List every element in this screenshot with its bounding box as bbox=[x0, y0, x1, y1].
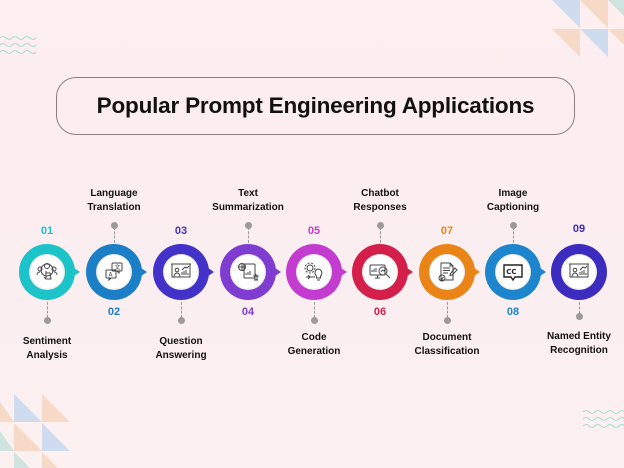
step-number: 02 bbox=[107, 306, 121, 318]
document-check-icon bbox=[429, 254, 465, 290]
connector-line bbox=[446, 302, 448, 318]
step-number: 01 bbox=[40, 225, 54, 237]
svg-text:A: A bbox=[109, 272, 114, 279]
triangle-pattern-top-right bbox=[552, 0, 624, 57]
connector-line bbox=[180, 302, 182, 318]
page-title: Popular Prompt Engineering Applications bbox=[96, 93, 535, 118]
step-number: 09 bbox=[572, 223, 586, 235]
step-number: 05 bbox=[307, 225, 321, 237]
step-label: Chatbot Responses bbox=[353, 188, 407, 213]
step-number: 04 bbox=[241, 306, 255, 318]
step-number: 07 bbox=[440, 225, 454, 237]
step-number: 08 bbox=[506, 306, 520, 318]
step-label: Code Generation bbox=[287, 332, 341, 357]
connector-line bbox=[379, 227, 381, 243]
connector-line bbox=[46, 302, 48, 318]
wave-pattern-top-left bbox=[0, 36, 36, 54]
presentation-board-icon bbox=[163, 254, 199, 290]
closed-caption-icon: CC bbox=[495, 254, 531, 290]
step-label: Named Entity Recognition bbox=[547, 331, 611, 356]
wave-pattern-bottom-right bbox=[583, 410, 624, 428]
connector-dot bbox=[509, 222, 517, 229]
connector-dot bbox=[443, 317, 451, 324]
step-label: Sentiment Analysis bbox=[22, 336, 72, 361]
step-number: 06 bbox=[373, 306, 387, 318]
connector-dot bbox=[244, 222, 252, 229]
connector-dot bbox=[43, 317, 51, 324]
monitor-analytics-icon bbox=[362, 254, 398, 290]
user-touch-icon bbox=[29, 254, 65, 290]
report-strategy-icon bbox=[230, 254, 266, 290]
svg-text:CC: CC bbox=[506, 268, 516, 276]
connector-dot bbox=[575, 313, 583, 320]
gear-bulb-icon bbox=[296, 254, 332, 290]
svg-text:文: 文 bbox=[115, 264, 121, 272]
title-box: Popular Prompt Engineering Applications bbox=[56, 77, 575, 135]
connector-line bbox=[113, 227, 115, 243]
step-label: Text Summarization bbox=[212, 188, 284, 213]
step-label: Image Captioning bbox=[486, 188, 540, 213]
connector-dot bbox=[177, 317, 185, 324]
connector-line bbox=[512, 227, 514, 243]
connector-dot bbox=[110, 222, 118, 229]
connector-dot bbox=[310, 317, 318, 324]
step-label: Language Translation bbox=[87, 188, 141, 213]
connector-line bbox=[578, 302, 580, 314]
step-label: Question Answering bbox=[155, 336, 207, 361]
presentation-board-icon bbox=[561, 254, 597, 290]
step-number: 03 bbox=[174, 225, 188, 237]
connector-line bbox=[247, 227, 249, 243]
triangle-pattern-bottom-left bbox=[0, 394, 70, 468]
connector-line bbox=[313, 302, 315, 318]
step-label: Document Classification bbox=[414, 332, 480, 357]
connector-dot bbox=[376, 222, 384, 229]
